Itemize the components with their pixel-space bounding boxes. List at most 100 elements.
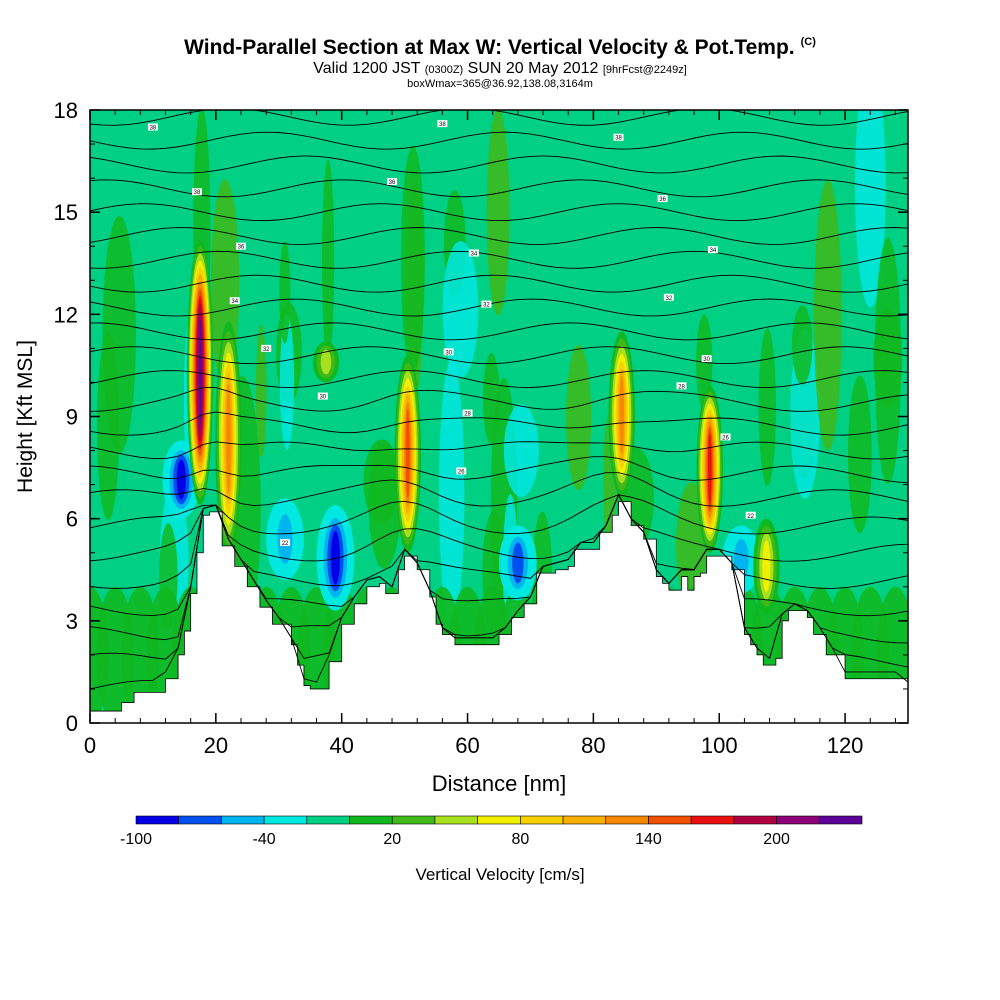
- x-tick-label: 120: [827, 733, 864, 758]
- colorbar-tick-label: 200: [763, 831, 790, 848]
- colorbar-swatch: [520, 815, 564, 825]
- contour-label: 38: [150, 126, 157, 132]
- colorbar-swatch: [776, 815, 820, 825]
- y-tick-label: 6: [66, 507, 78, 532]
- texture-streak: [503, 404, 539, 497]
- theta-contour: [90, 179, 908, 198]
- colorbar-tick-label: 140: [635, 831, 662, 848]
- y-tick-label: 9: [66, 405, 78, 430]
- contour-label-bg: [707, 246, 718, 254]
- contour-label: 30: [703, 357, 710, 363]
- contour-label-bg: [613, 133, 624, 141]
- texture-streak: [566, 345, 592, 491]
- contour-fill-level: [320, 349, 332, 375]
- contour-label: 22: [747, 514, 754, 520]
- y-tick-label: 18: [54, 98, 78, 123]
- contour-label-bg: [462, 409, 473, 417]
- contour-label-bg: [676, 382, 687, 390]
- contour-fill-level: [176, 459, 186, 500]
- theta-contour: [90, 131, 908, 150]
- theta-contour: [90, 346, 908, 365]
- contour-label-bg: [236, 242, 247, 250]
- chart-title-main: Wind-Parallel Section at Max W: Vertical…: [184, 36, 795, 59]
- contour-label-bg: [468, 249, 479, 257]
- chart-title: Wind-Parallel Section at Max W: Vertical…: [0, 36, 1000, 60]
- x-tick-label: 80: [581, 733, 605, 758]
- contour-label: 28: [678, 384, 685, 390]
- colorbar-label: Vertical Velocity [cm/s]: [415, 865, 584, 884]
- contour-label: 28: [464, 412, 471, 418]
- contour-label-bg: [701, 355, 712, 363]
- contour-labels: 38 38 38 38 36 36 36 34 34 34 32 32 32 30 30 30 28 28 26 26…: [147, 120, 756, 547]
- copyright-mark: (C): [800, 36, 816, 48]
- contour-label: 34: [710, 248, 717, 254]
- x-tick-label: 60: [455, 733, 479, 758]
- updraft-core: [186, 239, 214, 506]
- contour-label-bg: [280, 539, 291, 547]
- colorbar-tick-label: -100: [120, 831, 152, 848]
- downdraft-core: [499, 525, 537, 601]
- contour-label-bg: [387, 178, 398, 186]
- texture-streak: [102, 215, 136, 454]
- contour-label: 34: [470, 252, 477, 258]
- theta-contour: [90, 493, 908, 562]
- theta-contour: [90, 456, 908, 484]
- contour-fill-level: [405, 409, 410, 499]
- texture-streak: [758, 328, 777, 487]
- contour-label: 26: [458, 469, 465, 475]
- texture-streak: [438, 359, 465, 627]
- contour-label-bg: [147, 123, 158, 131]
- texture-streak: [279, 241, 291, 344]
- contour-label-bg: [229, 297, 240, 305]
- updraft-core: [394, 355, 421, 553]
- colorbar-swatch: [391, 815, 436, 825]
- colorbar-swatch: [306, 815, 350, 825]
- colorbar-swatch: [818, 815, 863, 825]
- theta-contour: [90, 203, 908, 222]
- texture-streak: [400, 145, 425, 374]
- theta-contour: [90, 472, 908, 507]
- texture-streak: [792, 305, 813, 385]
- contour-label-bg: [317, 392, 328, 400]
- contour-label: 38: [194, 190, 201, 196]
- colorbar-swatch: [221, 815, 265, 825]
- texture-streak: [368, 440, 401, 569]
- y-tick-label: 15: [54, 200, 78, 225]
- forecast-tag: [9hrFcst@2249z]: [602, 64, 687, 76]
- x-tick-label: 100: [701, 733, 738, 758]
- x-tick-label: 0: [84, 733, 96, 758]
- colorbar: -100 -40 20 80 140 200 Vertical Velocity [cm/s…: [120, 815, 863, 884]
- chart-subtitle: Valid 1200 JST (0300Z) SUN 20 May 2012 […: [0, 60, 1000, 79]
- colorbar-swatch: [733, 815, 777, 825]
- colorbar-swatch: [477, 815, 521, 825]
- contour-fill-level: [762, 540, 771, 593]
- contour-label-bg: [261, 344, 272, 352]
- contour-label-bg: [437, 120, 448, 128]
- theta-contour: [90, 274, 908, 293]
- contour-label-bg: [481, 300, 492, 308]
- contour-label-bg: [745, 511, 756, 519]
- contour-label: 36: [389, 180, 396, 186]
- contour-fill-level: [330, 530, 341, 585]
- theta-contour: [90, 411, 908, 436]
- theta-contour: [90, 494, 908, 535]
- texture-streak: [279, 314, 295, 450]
- box-wmax-info: boxWmax=365@36.92,138.08,3164m: [407, 78, 593, 90]
- theta-contour: [90, 298, 908, 317]
- colorbar-swatch: [263, 815, 308, 825]
- contour-label: 36: [659, 197, 666, 203]
- contour-label-bg: [720, 433, 731, 441]
- theta-contour: [90, 227, 908, 245]
- contour-fill-level: [512, 542, 524, 584]
- texture-streak: [814, 180, 842, 451]
- theta-contour: [90, 441, 908, 460]
- updraft-core: [312, 341, 340, 383]
- contour-fill-level: [198, 316, 202, 428]
- contour-label-bg: [657, 195, 668, 203]
- theta-contour: [90, 493, 908, 589]
- theta-contour: [90, 322, 908, 341]
- colorbar-tick-label: 20: [383, 831, 401, 848]
- contour-label-bg: [191, 188, 202, 196]
